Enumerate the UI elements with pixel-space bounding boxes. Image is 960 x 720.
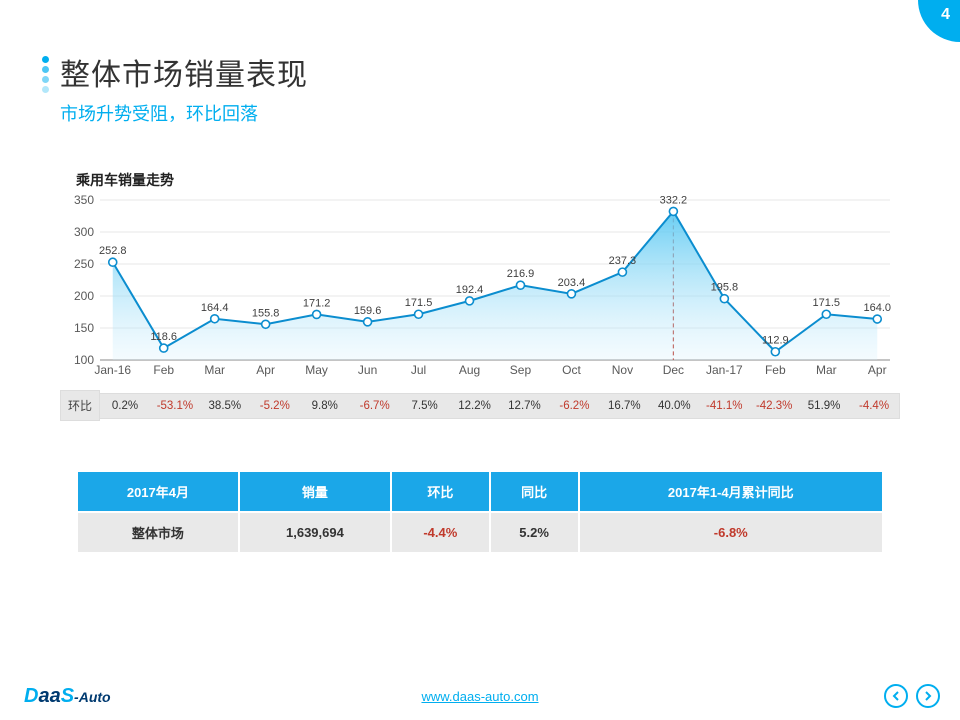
page-number-badge: 4	[918, 0, 960, 42]
svg-text:252.8: 252.8	[99, 245, 127, 257]
summary-header-cell: 同比	[490, 471, 579, 512]
svg-text:112.9: 112.9	[762, 335, 789, 347]
svg-text:Aug: Aug	[459, 363, 480, 377]
summary-header-cell: 销量	[239, 471, 391, 512]
footer-url-link[interactable]: www.daas-auto.com	[421, 689, 538, 704]
nav-arrows	[884, 684, 940, 708]
svg-text:164.4: 164.4	[201, 302, 229, 314]
summary-table: 2017年4月销量环比同比2017年1-4月累计同比 整体市场1,639,694…	[76, 470, 884, 554]
svg-text:171.5: 171.5	[405, 297, 433, 309]
mom-cell: -42.3%	[749, 394, 799, 418]
mom-cell: 12.2%	[450, 394, 500, 418]
svg-text:Apr: Apr	[868, 363, 887, 377]
mom-percentage-row: 环比 0.2%-53.1%38.5%-5.2%9.8%-6.7%7.5%12.2…	[60, 390, 900, 421]
svg-text:Oct: Oct	[562, 363, 581, 377]
summary-row-label: 整体市场	[77, 512, 239, 553]
mom-cell: -6.2%	[549, 394, 599, 418]
summary-header-cell: 2017年4月	[77, 471, 239, 512]
mom-cell: 12.7%	[500, 394, 550, 418]
svg-text:100: 100	[74, 353, 94, 367]
summary-cell: -6.8%	[579, 512, 883, 553]
svg-text:300: 300	[74, 225, 94, 239]
sales-trend-chart: 100 150 200 250 300 350 252.8 Jan-16 118.6 Feb 164…	[60, 190, 900, 380]
svg-text:Feb: Feb	[153, 363, 174, 377]
svg-text:Apr: Apr	[256, 363, 275, 377]
svg-text:Dec: Dec	[663, 363, 684, 377]
summary-data-row: 整体市场1,639,694-4.4%5.2%-6.8%	[77, 512, 883, 553]
prev-page-button[interactable]	[884, 684, 908, 708]
mom-cell: -53.1%	[150, 394, 200, 418]
mom-cells: 0.2%-53.1%38.5%-5.2%9.8%-6.7%7.5%12.2%12…	[100, 393, 900, 419]
svg-text:195.8: 195.8	[711, 282, 739, 294]
svg-text:Jun: Jun	[358, 363, 377, 377]
mom-cell: 16.7%	[599, 394, 649, 418]
chart-svg: 100 150 200 250 300 350 252.8 Jan-16 118.6 Feb 164…	[60, 190, 900, 380]
mom-cell: 38.5%	[200, 394, 250, 418]
svg-text:171.5: 171.5	[813, 297, 841, 309]
title-block: 整体市场销量表现 市场升势受阻，环比回落	[60, 50, 308, 126]
mom-cell: -4.4%	[849, 394, 899, 418]
mom-cell: 51.9%	[799, 394, 849, 418]
footer: www.daas-auto.com	[0, 689, 960, 704]
svg-text:Sep: Sep	[510, 363, 532, 377]
mom-cell: 40.0%	[649, 394, 699, 418]
svg-text:250: 250	[74, 257, 94, 271]
svg-text:Jan-16: Jan-16	[94, 363, 131, 377]
svg-text:203.4: 203.4	[558, 277, 586, 289]
svg-text:192.4: 192.4	[456, 284, 484, 296]
summary-header-row: 2017年4月销量环比同比2017年1-4月累计同比	[77, 471, 883, 512]
svg-text:155.8: 155.8	[252, 307, 280, 319]
chart-title: 乘用车销量走势	[76, 170, 174, 190]
chevron-right-icon	[923, 691, 933, 701]
svg-text:159.6: 159.6	[354, 305, 382, 317]
mom-cell: 9.8%	[300, 394, 350, 418]
svg-text:118.6: 118.6	[150, 331, 177, 343]
svg-text:164.0: 164.0	[863, 302, 891, 314]
svg-text:Jan-17: Jan-17	[706, 363, 743, 377]
mom-cell: 0.2%	[100, 394, 150, 418]
svg-text:May: May	[305, 363, 328, 377]
mom-cell: 7.5%	[400, 394, 450, 418]
mom-cell: -6.7%	[350, 394, 400, 418]
chevron-left-icon	[891, 691, 901, 701]
mom-row-label: 环比	[60, 390, 100, 421]
summary-cell: -4.4%	[391, 512, 490, 553]
svg-text:Mar: Mar	[816, 363, 837, 377]
svg-text:Feb: Feb	[765, 363, 786, 377]
summary-header-cell: 环比	[391, 471, 490, 512]
svg-text:Mar: Mar	[204, 363, 225, 377]
summary-cell: 5.2%	[490, 512, 579, 553]
summary-cell: 1,639,694	[239, 512, 391, 553]
mom-cell: -41.1%	[699, 394, 749, 418]
svg-text:237.3: 237.3	[609, 255, 637, 267]
svg-text:332.2: 332.2	[660, 194, 688, 206]
svg-text:Jul: Jul	[411, 363, 426, 377]
summary-header-cell: 2017年1-4月累计同比	[579, 471, 883, 512]
next-page-button[interactable]	[916, 684, 940, 708]
svg-text:171.2: 171.2	[303, 297, 331, 309]
svg-text:350: 350	[74, 193, 94, 207]
svg-text:200: 200	[74, 289, 94, 303]
page-title: 整体市场销量表现	[60, 50, 308, 94]
mom-cell: -5.2%	[250, 394, 300, 418]
page-number: 4	[941, 6, 950, 24]
title-bullet-decoration	[42, 56, 49, 93]
svg-text:216.9: 216.9	[507, 268, 535, 280]
svg-text:150: 150	[74, 321, 94, 335]
page-subtitle: 市场升势受阻，环比回落	[60, 100, 308, 126]
svg-text:Nov: Nov	[612, 363, 633, 377]
